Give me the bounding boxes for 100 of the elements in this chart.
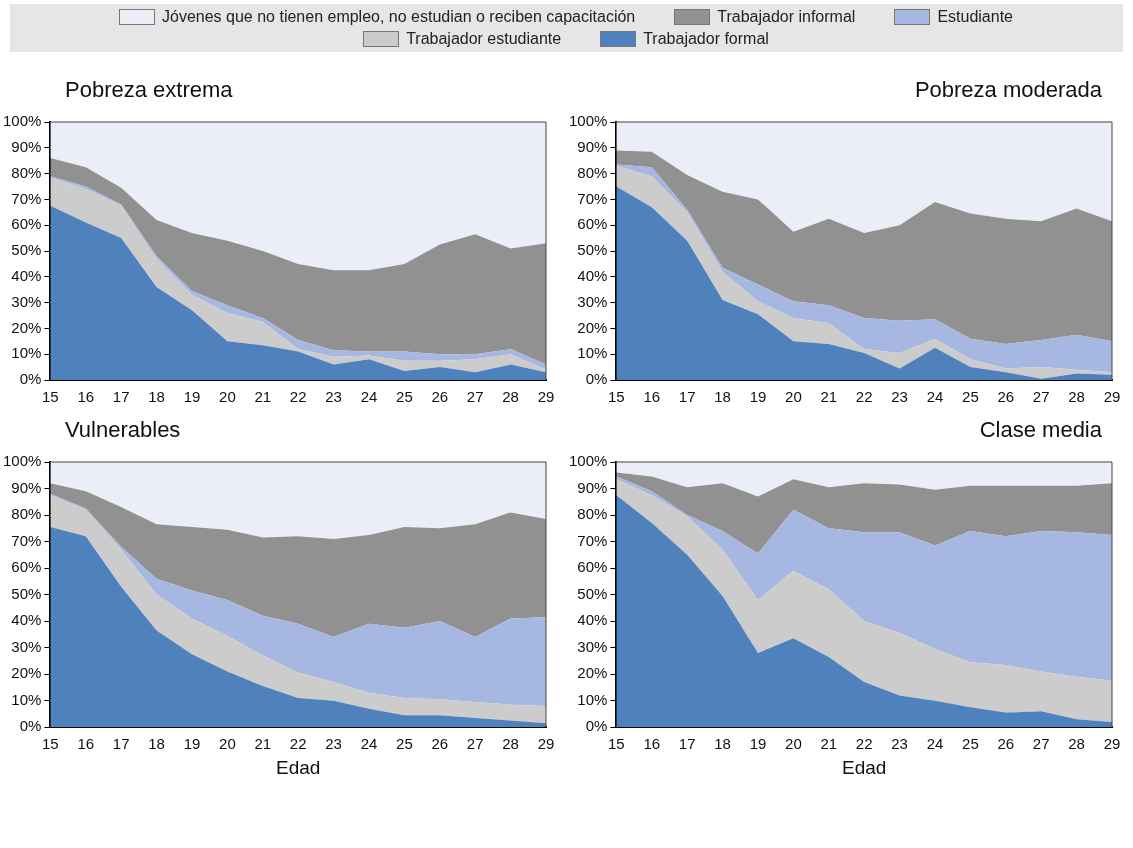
x-tick-label: 16 bbox=[643, 388, 661, 406]
x-tick-label: 27 bbox=[1032, 388, 1050, 406]
x-tick-label: 21 bbox=[820, 735, 838, 753]
x-tick-label: 22 bbox=[855, 388, 873, 406]
x-tick-label: 16 bbox=[77, 735, 95, 753]
y-tick-label: 30% bbox=[577, 292, 608, 310]
x-tick-label: 25 bbox=[396, 735, 413, 753]
y-tick-label: 70% bbox=[11, 531, 42, 549]
x-tick-label: 24 bbox=[926, 388, 944, 406]
x-tick-label: 23 bbox=[325, 388, 342, 406]
x-tick-label: 15 bbox=[608, 388, 625, 406]
x-tick-label: 19 bbox=[749, 735, 767, 753]
y-tick-label: 30% bbox=[11, 292, 42, 310]
x-tick-label: 18 bbox=[148, 388, 165, 406]
legend-label: Trabajador estudiante bbox=[406, 30, 562, 48]
x-tick-label: 25 bbox=[396, 388, 413, 406]
x-tick-label: 26 bbox=[431, 735, 449, 753]
y-tick-label: 100% bbox=[2, 112, 42, 130]
y-tick-label: 100% bbox=[2, 452, 42, 470]
y-tick-label: 40% bbox=[11, 266, 42, 284]
y-tick-label: 20% bbox=[577, 318, 608, 336]
x-tick-label: 19 bbox=[183, 735, 201, 753]
y-tick-label: 50% bbox=[577, 584, 608, 602]
x-tick-label: 24 bbox=[360, 735, 378, 753]
y-tick-label: 90% bbox=[577, 478, 608, 496]
y-tick-label: 100% bbox=[568, 112, 608, 130]
y-tick-label: 40% bbox=[11, 611, 42, 629]
y-tick-label: 30% bbox=[11, 637, 42, 655]
y-tick-label: 50% bbox=[11, 241, 42, 259]
y-tick-label: 80% bbox=[11, 163, 42, 181]
x-tick-label: 28 bbox=[502, 388, 519, 406]
y-tick-label: 50% bbox=[11, 584, 42, 602]
x-tick-label: 20 bbox=[785, 388, 802, 406]
x-tick-label: 22 bbox=[289, 735, 307, 753]
x-tick-label: 20 bbox=[219, 735, 236, 753]
y-tick-label: 80% bbox=[11, 505, 42, 523]
y-tick-label: 20% bbox=[577, 664, 608, 682]
y-tick-label: 100% bbox=[568, 452, 608, 470]
x-tick-label: 22 bbox=[289, 388, 307, 406]
y-tick-label: 10% bbox=[11, 690, 42, 708]
y-tick-label: 60% bbox=[11, 215, 42, 233]
x-tick-label: 24 bbox=[360, 388, 378, 406]
x-tick-label: 16 bbox=[77, 388, 95, 406]
x-tick-label: 26 bbox=[997, 388, 1015, 406]
x-tick-label: 17 bbox=[678, 388, 696, 406]
y-tick-label: 70% bbox=[577, 189, 608, 207]
x-tick-label: 26 bbox=[431, 388, 449, 406]
y-tick-label: 0% bbox=[19, 370, 42, 388]
x-tick-label: 27 bbox=[466, 735, 484, 753]
y-tick-label: 10% bbox=[577, 690, 608, 708]
x-axis-title: Edad bbox=[275, 756, 321, 778]
x-tick-label: 27 bbox=[466, 388, 484, 406]
x-tick-label: 23 bbox=[325, 735, 342, 753]
y-tick-label: 90% bbox=[577, 137, 608, 155]
legend-label: Trabajador informal bbox=[717, 8, 856, 26]
x-tick-label: 21 bbox=[254, 388, 272, 406]
x-tick-label: 15 bbox=[42, 735, 59, 753]
x-tick-label: 25 bbox=[962, 735, 979, 753]
x-tick-label: 22 bbox=[855, 735, 873, 753]
x-tick-label: 18 bbox=[714, 388, 731, 406]
y-tick-label: 50% bbox=[577, 241, 608, 259]
x-tick-label: 29 bbox=[1103, 735, 1121, 753]
x-tick-label: 19 bbox=[183, 388, 201, 406]
y-tick-label: 40% bbox=[577, 611, 608, 629]
y-tick-label: 10% bbox=[577, 344, 608, 362]
y-tick-label: 30% bbox=[577, 637, 608, 655]
x-tick-label: 28 bbox=[502, 735, 519, 753]
y-tick-label: 90% bbox=[11, 478, 42, 496]
y-tick-label: 20% bbox=[11, 318, 42, 336]
y-tick-label: 10% bbox=[11, 344, 42, 362]
y-tick-label: 80% bbox=[577, 163, 608, 181]
x-tick-label: 15 bbox=[42, 388, 59, 406]
y-tick-label: 60% bbox=[577, 558, 608, 576]
y-tick-label: 80% bbox=[577, 505, 608, 523]
y-tick-label: 70% bbox=[11, 189, 42, 207]
x-tick-label: 28 bbox=[1068, 388, 1085, 406]
chart-title: Pobreza moderada bbox=[913, 76, 1103, 104]
legend-label: Estudiante bbox=[937, 8, 1013, 26]
x-tick-label: 18 bbox=[714, 735, 731, 753]
x-tick-label: 18 bbox=[148, 735, 165, 753]
y-tick-label: 40% bbox=[577, 266, 608, 284]
x-tick-label: 19 bbox=[749, 388, 767, 406]
x-tick-label: 21 bbox=[254, 735, 272, 753]
x-tick-label: 25 bbox=[962, 388, 979, 406]
x-tick-label: 16 bbox=[643, 735, 661, 753]
y-tick-label: 60% bbox=[11, 558, 42, 576]
x-tick-label: 29 bbox=[537, 388, 555, 406]
chart-title: Vulnerables bbox=[64, 416, 182, 444]
x-tick-label: 23 bbox=[891, 388, 908, 406]
x-tick-label: 17 bbox=[678, 735, 696, 753]
x-tick-label: 23 bbox=[891, 735, 908, 753]
y-tick-label: 90% bbox=[11, 137, 42, 155]
x-tick-label: 24 bbox=[926, 735, 944, 753]
x-tick-label: 17 bbox=[112, 735, 130, 753]
y-tick-label: 60% bbox=[577, 215, 608, 233]
x-tick-label: 29 bbox=[537, 735, 555, 753]
x-tick-label: 20 bbox=[785, 735, 802, 753]
y-tick-label: 0% bbox=[19, 717, 42, 735]
legend-label: Trabajador formal bbox=[643, 30, 769, 48]
x-tick-label: 17 bbox=[112, 388, 130, 406]
